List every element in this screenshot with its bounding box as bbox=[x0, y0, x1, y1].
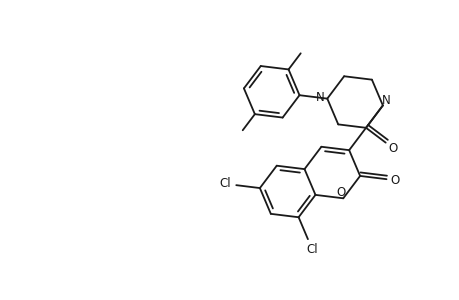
Text: Cl: Cl bbox=[306, 243, 317, 256]
Text: O: O bbox=[387, 142, 397, 154]
Text: O: O bbox=[390, 174, 399, 187]
Text: O: O bbox=[336, 186, 345, 199]
Text: N: N bbox=[315, 91, 324, 104]
Text: Cl: Cl bbox=[219, 177, 231, 190]
Text: N: N bbox=[381, 94, 390, 107]
